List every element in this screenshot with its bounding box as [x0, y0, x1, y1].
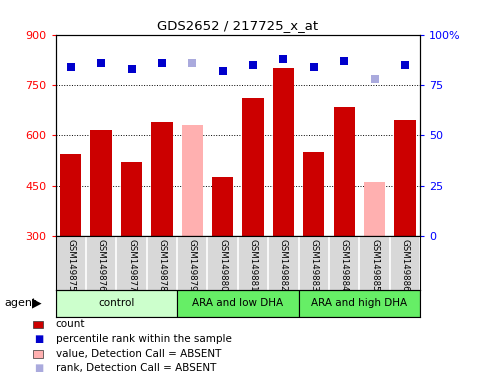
Text: ▶: ▶ — [32, 297, 42, 310]
Bar — [298, 290, 420, 317]
Text: GSM149883: GSM149883 — [309, 239, 318, 291]
Text: GSM149879: GSM149879 — [188, 239, 197, 291]
Bar — [364, 182, 385, 236]
Bar — [90, 130, 112, 236]
Text: GSM149878: GSM149878 — [157, 239, 167, 291]
Bar — [56, 290, 177, 317]
Text: ■: ■ — [34, 363, 43, 373]
Text: GSM149884: GSM149884 — [340, 239, 349, 291]
Text: GSM149880: GSM149880 — [218, 239, 227, 291]
Bar — [177, 290, 298, 317]
Text: GSM149876: GSM149876 — [97, 239, 106, 291]
Text: GSM149875: GSM149875 — [66, 239, 75, 291]
Text: GSM149882: GSM149882 — [279, 239, 288, 291]
Bar — [151, 122, 172, 236]
Bar — [334, 107, 355, 236]
Bar — [182, 125, 203, 236]
Text: GSM149881: GSM149881 — [249, 239, 257, 291]
Bar — [303, 152, 325, 236]
Text: value, Detection Call = ABSENT: value, Detection Call = ABSENT — [56, 349, 221, 359]
Text: ■: ■ — [34, 334, 43, 344]
Text: count: count — [56, 319, 85, 329]
Bar — [273, 68, 294, 236]
Bar — [60, 154, 81, 236]
Title: GDS2652 / 217725_x_at: GDS2652 / 217725_x_at — [157, 19, 318, 32]
Text: ARA and high DHA: ARA and high DHA — [312, 298, 408, 308]
Text: control: control — [98, 298, 134, 308]
Bar — [395, 120, 416, 236]
Bar — [121, 162, 142, 236]
Bar — [242, 98, 264, 236]
Text: GSM149885: GSM149885 — [370, 239, 379, 291]
Text: ARA and low DHA: ARA and low DHA — [192, 298, 284, 308]
Text: GSM149886: GSM149886 — [400, 239, 410, 291]
Text: rank, Detection Call = ABSENT: rank, Detection Call = ABSENT — [56, 363, 216, 373]
Text: agent: agent — [5, 298, 37, 308]
Text: GSM149877: GSM149877 — [127, 239, 136, 291]
Text: percentile rank within the sample: percentile rank within the sample — [56, 334, 231, 344]
Bar — [212, 177, 233, 236]
